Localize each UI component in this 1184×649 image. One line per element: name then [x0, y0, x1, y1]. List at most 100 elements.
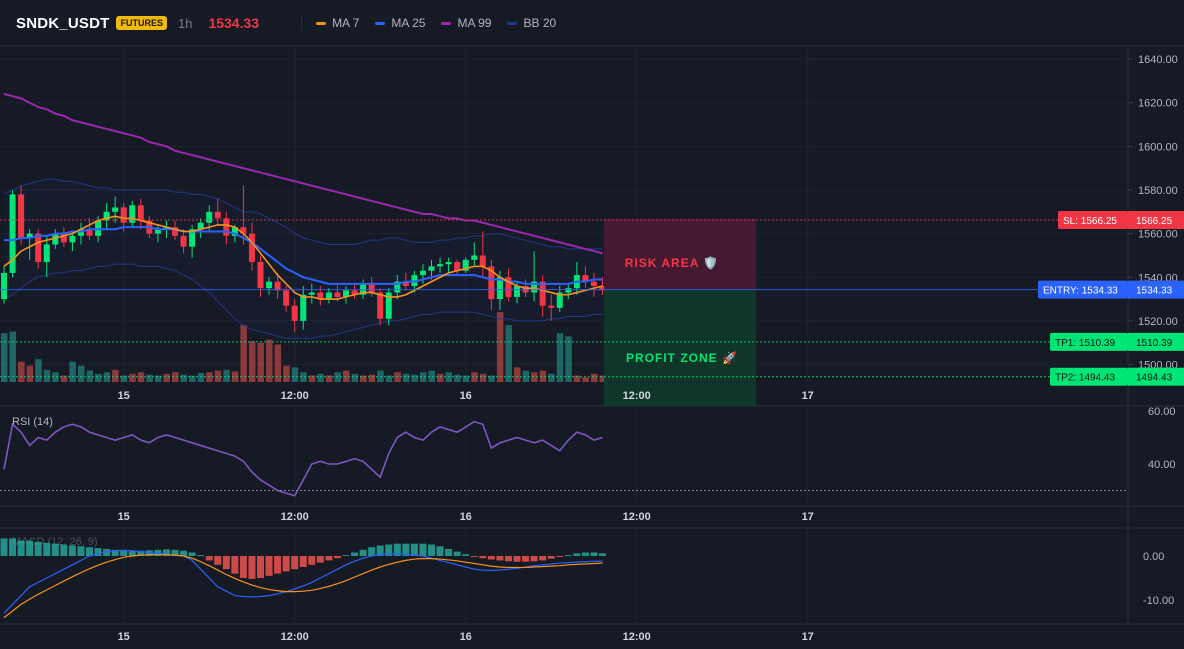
macd-histogram-bar: [393, 543, 401, 556]
volume-bar: [325, 375, 333, 382]
legend-item[interactable]: MA 99: [441, 16, 491, 30]
candle-body: [385, 292, 392, 319]
candle-body: [462, 259, 469, 271]
volume-bar: [69, 361, 76, 382]
legend-item[interactable]: MA 25: [375, 16, 425, 30]
volume-bar: [385, 375, 393, 382]
macd-histogram-bar: [556, 556, 564, 557]
symbol-name[interactable]: SNDK_USDT: [16, 14, 110, 32]
macd-time-label: 16: [460, 631, 472, 643]
candle-body: [334, 292, 341, 297]
macd-histogram-bar: [265, 556, 273, 576]
volume-bar: [189, 375, 196, 382]
candle-body: [86, 229, 93, 236]
risk-area-label: RISK AREA 🛡️: [625, 256, 719, 270]
volume-bar: [411, 374, 418, 382]
entry-level-tag: ENTRY: 1534.33: [1038, 280, 1128, 299]
legend-label: MA 7: [332, 16, 360, 30]
macd-histogram-bar: [43, 542, 51, 556]
macd-histogram-bar: [205, 556, 213, 561]
volume-bar: [77, 365, 85, 382]
risk-zone: [604, 219, 756, 290]
candle-body: [240, 227, 247, 234]
candle-body: [514, 286, 520, 297]
volume-bar: [317, 373, 324, 382]
volume-bar: [95, 373, 102, 382]
macd-histogram-bar: [188, 552, 196, 556]
macd-histogram-bar: [410, 543, 418, 556]
candle-body: [308, 292, 315, 295]
legend-label: MA 99: [457, 16, 492, 30]
header-divider: [301, 16, 303, 30]
volume-bar: [9, 331, 17, 382]
volume-bar: [454, 374, 461, 382]
macd-histogram-bar: [162, 549, 170, 556]
candle-body: [419, 270, 426, 276]
tp2-tag-box: [1050, 367, 1128, 386]
macd-signal-line: [3, 554, 603, 619]
sl-axis-box: [1128, 211, 1184, 229]
macd-histogram-bar: [111, 549, 119, 556]
volume-bar: [599, 375, 606, 382]
volume-bar: [274, 344, 282, 382]
legend-item[interactable]: MA 7: [316, 16, 359, 30]
candle-body: [112, 207, 119, 212]
legend-item[interactable]: BB 20: [507, 16, 556, 30]
macd-histogram-bar: [325, 556, 333, 561]
macd-histogram-bar: [214, 556, 222, 565]
volume-bar: [590, 373, 598, 382]
candle-body: [454, 262, 461, 271]
price-tick-label: 1520.00: [1138, 316, 1178, 328]
macd-histogram-bar: [547, 556, 555, 559]
macd-histogram-bar: [376, 545, 384, 556]
volume-bar: [223, 369, 230, 382]
price-tick-label: 1580.00: [1138, 185, 1178, 197]
candle-body: [394, 281, 401, 293]
macd-histogram-bar: [308, 556, 316, 565]
candle-body: [95, 220, 102, 236]
tp2-axis-box: [1128, 367, 1184, 386]
volume-bar: [565, 336, 572, 382]
volume-bar: [120, 375, 128, 382]
candle-body: [214, 211, 221, 219]
macd-histogram-bar: [34, 541, 42, 556]
volume-bar: [197, 373, 205, 382]
macd-histogram-bar: [9, 538, 17, 556]
macd-histogram-bar: [599, 553, 606, 556]
legend-label: BB 20: [523, 16, 557, 30]
timeframe-label[interactable]: 1h: [177, 15, 193, 31]
bollinger-band-fill: [4, 179, 603, 339]
time-tick-label: 12:00: [281, 390, 309, 402]
macd-histogram-bar: [581, 552, 589, 556]
candle-body: [77, 229, 84, 236]
candle-body: [223, 218, 230, 236]
rsi-time-label: 17: [802, 511, 814, 523]
candle-body: [69, 235, 76, 243]
tp1-axis-box: [1128, 332, 1184, 351]
profit-zone-label: PROFIT ZONE 🚀: [626, 351, 738, 365]
candle-body: [565, 288, 572, 293]
candle-body: [129, 205, 136, 223]
macd-histogram-bar: [504, 556, 512, 562]
sl-level-tag: SL: 1566.25: [1058, 211, 1128, 229]
macd-time-label: 17: [802, 631, 814, 643]
volume-bar: [556, 333, 564, 382]
macd-histogram-bar: [222, 556, 230, 570]
volume-bar: [402, 373, 410, 382]
indicator-legend: MA 7 MA 25 MA 99 BB 20: [316, 16, 572, 30]
macd-histogram-bar: [385, 544, 393, 556]
candle-body: [445, 262, 452, 265]
volume-bar: [479, 373, 487, 382]
macd-histogram-bar: [351, 552, 359, 556]
sl-tag-box: [1058, 211, 1128, 229]
entry-tag-box: [1038, 280, 1128, 299]
candle-body: [266, 281, 273, 289]
volume-bar: [1, 333, 8, 382]
macd-histogram-bar: [436, 546, 444, 556]
macd-time-label: 12:00: [281, 631, 309, 643]
candle-body: [1, 272, 7, 300]
macd-histogram-bar: [257, 556, 264, 578]
candle-body: [590, 281, 597, 286]
macd-histogram-bar: [60, 544, 68, 556]
